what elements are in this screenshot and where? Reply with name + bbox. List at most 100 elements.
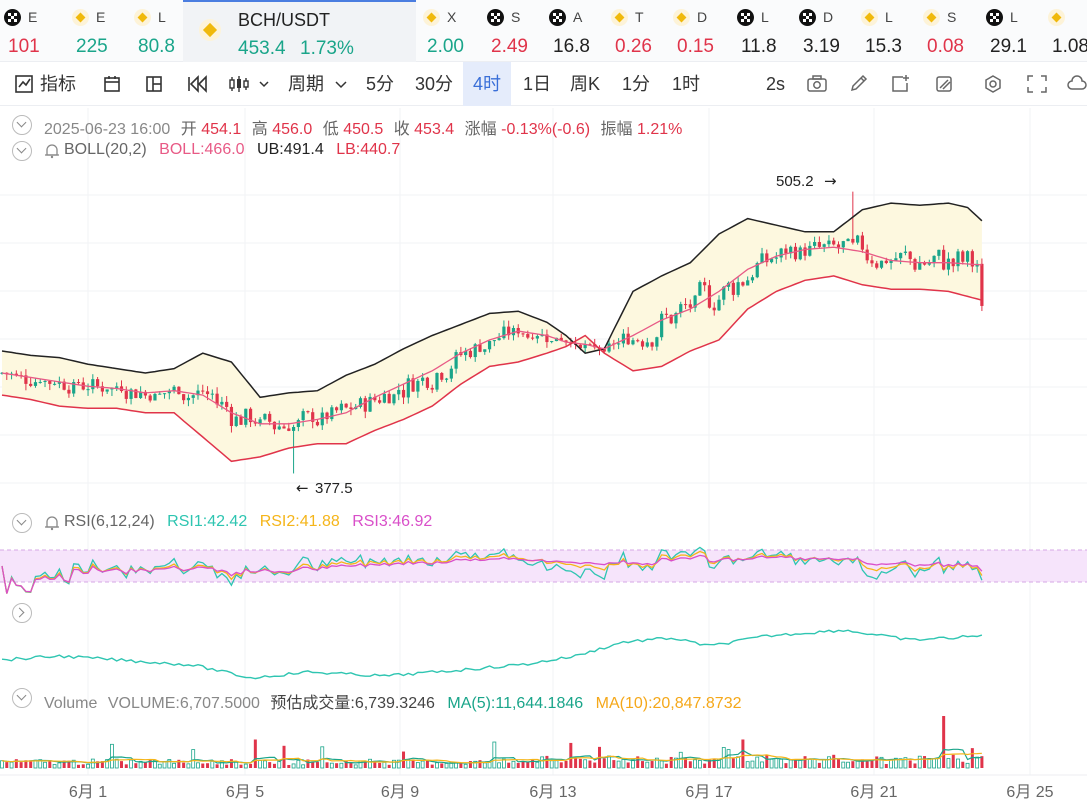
period-dropdown[interactable]: 周期 bbox=[288, 62, 350, 106]
volume-bar bbox=[817, 762, 821, 768]
candle-body bbox=[425, 377, 430, 388]
candle-body bbox=[707, 285, 712, 308]
candle-body bbox=[335, 407, 339, 411]
candle-body bbox=[215, 393, 219, 405]
candle-body bbox=[822, 244, 826, 247]
candle-body bbox=[559, 337, 563, 341]
candle-body bbox=[683, 304, 688, 306]
interval-tab[interactable]: 1分 bbox=[621, 74, 650, 94]
candle-body bbox=[660, 313, 664, 338]
ohlc-info: 2025-06-23 16:00 开 454.1 高 456.0 低 450.5… bbox=[44, 115, 682, 139]
candle-body bbox=[965, 251, 970, 262]
clear-drawings-button[interactable] bbox=[934, 62, 956, 106]
screenshot-button[interactable] bbox=[806, 62, 828, 106]
volume-bar bbox=[870, 759, 874, 768]
interval-tab[interactable]: 5分 bbox=[365, 74, 394, 94]
candle-body bbox=[473, 344, 477, 358]
refresh-rate[interactable]: 2s bbox=[766, 74, 786, 94]
collapse-icon[interactable] bbox=[12, 688, 32, 708]
binance-icon bbox=[673, 9, 690, 26]
volume-bar bbox=[975, 756, 980, 769]
volume-bar bbox=[19, 762, 23, 768]
volume-bar bbox=[249, 763, 253, 768]
chart-type-dropdown[interactable] bbox=[228, 62, 272, 106]
collapse-icon[interactable] bbox=[12, 115, 32, 135]
indicator-label: 指标 bbox=[40, 74, 76, 94]
candle-body bbox=[846, 238, 850, 242]
candle-body bbox=[358, 398, 363, 407]
settings-button[interactable] bbox=[982, 62, 1004, 106]
interval-tab[interactable]: 30分 bbox=[414, 74, 454, 94]
candle-body bbox=[507, 326, 511, 336]
candle-body bbox=[454, 352, 458, 369]
volume-bar bbox=[784, 763, 788, 768]
x-tick-label: 6月 13 bbox=[529, 784, 576, 801]
collapse-icon[interactable] bbox=[12, 141, 32, 161]
boll-band-fill bbox=[2, 203, 982, 462]
rsi-info: RSI(6,12,24) RSI1:42.42 RSI2:41.88 RSI3:… bbox=[64, 513, 432, 531]
candle-body bbox=[239, 416, 243, 425]
open-value: 454.1 bbox=[201, 121, 242, 138]
collapse-icon[interactable] bbox=[12, 513, 32, 533]
volume-bar bbox=[368, 758, 372, 769]
binance-icon bbox=[923, 9, 940, 26]
add-annotation-button[interactable] bbox=[890, 62, 912, 106]
volume-bar bbox=[430, 764, 434, 768]
cloud-sync-button[interactable] bbox=[1066, 62, 1087, 106]
draw-button[interactable] bbox=[848, 62, 870, 106]
bell-icon[interactable] bbox=[44, 143, 60, 159]
candle-body bbox=[808, 245, 812, 256]
volume-bar bbox=[262, 760, 267, 769]
candle-body bbox=[545, 334, 549, 343]
candle-body bbox=[832, 240, 836, 245]
fullscreen-button[interactable] bbox=[1026, 62, 1048, 106]
candle-body bbox=[937, 249, 941, 256]
candle-body bbox=[38, 381, 42, 383]
volume-bar bbox=[832, 754, 836, 768]
volume-bar bbox=[268, 762, 272, 768]
interval-tab[interactable]: 1日 bbox=[522, 74, 551, 94]
volume-bar bbox=[884, 763, 888, 768]
indicator-button[interactable]: 指标 bbox=[14, 62, 80, 106]
candle-body bbox=[712, 307, 716, 311]
volume-label: Volume bbox=[44, 695, 98, 712]
calendar-button[interactable] bbox=[102, 62, 122, 106]
low-label: 低 bbox=[322, 121, 339, 138]
interval-tab[interactable]: 1时 bbox=[671, 74, 700, 94]
ticker-strip: E 101 E 225 L 80.8 X 2.00 S 2.49 A 16.8 T 0.26 D 0.15 L 1… bbox=[0, 0, 1087, 62]
ticker-active-bch[interactable]: BCH/USDT 453.4 1.73% bbox=[183, 0, 416, 62]
volume-bar bbox=[822, 759, 827, 769]
volume-bar bbox=[487, 761, 492, 769]
volume-bar bbox=[134, 763, 138, 768]
ticker-symbol: D bbox=[823, 9, 834, 25]
boll-mid-value: BOLL:466.0 bbox=[159, 141, 245, 158]
candle-body bbox=[153, 393, 157, 401]
volume-bar bbox=[932, 758, 936, 769]
ticker-value: 16.8 bbox=[553, 36, 590, 57]
candle-body bbox=[311, 412, 315, 422]
volume-bar bbox=[641, 761, 645, 768]
ticker-value: 2.49 bbox=[491, 36, 528, 57]
layout-button[interactable] bbox=[144, 62, 164, 106]
volume-bar bbox=[177, 759, 181, 768]
x-tick-label: 6月 1 bbox=[69, 784, 107, 801]
interval-tab[interactable]: 周K bbox=[569, 74, 600, 94]
volume-bar bbox=[697, 760, 702, 769]
binance-icon bbox=[72, 9, 89, 26]
bell-icon[interactable] bbox=[44, 515, 60, 531]
interval-tab[interactable]: 4时 bbox=[463, 62, 511, 106]
volume-bar bbox=[879, 756, 884, 769]
volume-bar bbox=[841, 761, 846, 769]
expand-icon[interactable] bbox=[12, 603, 32, 623]
volume-bar bbox=[14, 759, 18, 768]
candle-body bbox=[244, 408, 248, 425]
replay-button[interactable] bbox=[186, 62, 208, 106]
candle-body bbox=[932, 255, 936, 264]
volume-bar bbox=[440, 763, 444, 768]
volume-bar bbox=[258, 760, 263, 769]
okx-icon bbox=[799, 9, 816, 26]
volume-bar bbox=[110, 743, 114, 769]
boll-ub-value: UB:491.4 bbox=[257, 141, 324, 158]
candle-body bbox=[650, 342, 654, 347]
